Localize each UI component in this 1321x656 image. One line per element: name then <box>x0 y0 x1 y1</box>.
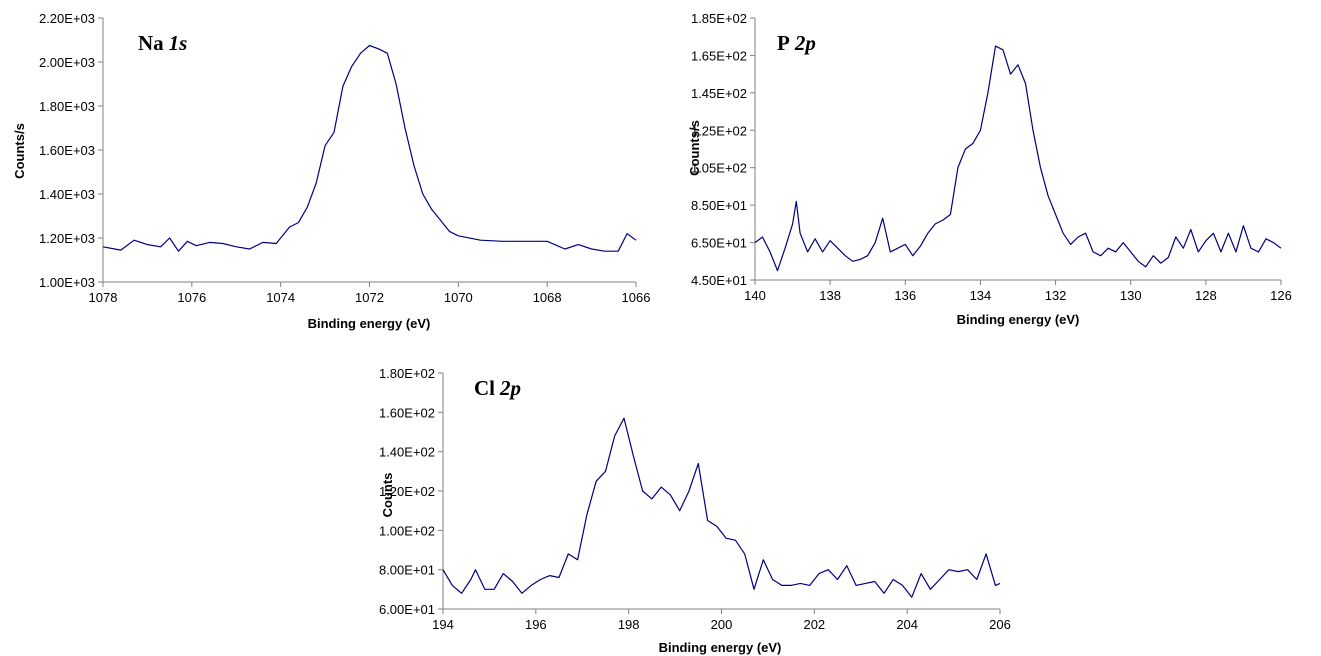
x-tick-label: 1068 <box>533 290 562 305</box>
na1s-y-axis-title: Counts/s <box>12 123 27 179</box>
y-tick-label: 6.50E+01 <box>691 236 747 251</box>
y-tick-label: 6.00E+01 <box>379 602 435 617</box>
x-tick-label: 132 <box>1045 288 1067 303</box>
na1s-x-axis-title: Binding energy (eV) <box>308 316 431 331</box>
cl2p-y-axis-title: Counts <box>380 473 395 518</box>
cl2p-x-ticks: 194 196 198 200 202 204 206 <box>432 609 1011 632</box>
x-tick-label: 1078 <box>89 290 118 305</box>
y-tick-label: 1.45E+02 <box>691 86 747 101</box>
cl2p-y-ticks: 6.00E+01 8.00E+01 1.00E+02 1.20E+02 1.40E+02… <box>379 366 443 617</box>
cl2p-plot-area <box>442 373 1001 610</box>
y-tick-label: 1.85E+02 <box>691 11 747 26</box>
p2p-x-ticks: 140 138 136 134 132 130 128 126 <box>744 280 1292 303</box>
x-tick-label: 128 <box>1195 288 1217 303</box>
x-tick-label: 134 <box>970 288 992 303</box>
y-tick-label: 1.20E+02 <box>379 484 435 499</box>
panel-na1s: 1078 1076 1074 1072 1070 1068 1066 1.00E+03 1.2… <box>12 11 650 331</box>
panel-cl2p: 194 196 198 200 202 204 206 6.00E+01 8.00E+01 1.… <box>379 366 1011 655</box>
panel-p2p: 140 138 136 134 132 130 128 126 4.50E+01 6.50E+0… <box>687 11 1292 327</box>
y-tick-label: 1.80E+03 <box>39 99 95 114</box>
y-tick-label: 1.00E+03 <box>39 275 95 290</box>
na1s-title-orbital: 1s <box>169 31 188 55</box>
x-tick-label: 1070 <box>444 290 473 305</box>
y-tick-label: 8.50E+01 <box>691 198 747 213</box>
y-tick-label: 2.20E+03 <box>39 11 95 26</box>
y-tick-label: 8.00E+01 <box>379 563 435 578</box>
cl2p-title: Cl 2p <box>474 376 521 400</box>
p2p-y-ticks: 4.50E+01 6.50E+01 8.50E+01 1.05E+02 1.25E+02… <box>691 11 755 288</box>
y-tick-label: 4.50E+01 <box>691 273 747 288</box>
x-tick-label: 198 <box>618 617 640 632</box>
x-tick-label: 202 <box>803 617 825 632</box>
x-tick-label: 130 <box>1120 288 1142 303</box>
x-tick-label: 140 <box>744 288 766 303</box>
x-tick-label: 1072 <box>355 290 384 305</box>
na1s-y-ticks: 1.00E+03 1.20E+03 1.40E+03 1.60E+03 1.80E+03… <box>39 11 103 290</box>
x-tick-label: 126 <box>1270 288 1292 303</box>
y-tick-label: 1.40E+02 <box>379 445 435 460</box>
spectrum-line <box>442 417 1001 598</box>
cl2p-title-element: Cl <box>474 376 495 400</box>
x-tick-label: 1066 <box>622 290 651 305</box>
x-tick-label: 196 <box>525 617 547 632</box>
y-tick-label: 1.00E+02 <box>379 523 435 538</box>
x-tick-label: 206 <box>989 617 1011 632</box>
spectrum-line <box>754 45 1282 272</box>
cl2p-title-orbital: 2p <box>499 376 521 400</box>
p2p-plot-area <box>754 18 1282 281</box>
x-tick-label: 136 <box>894 288 916 303</box>
x-tick-label: 138 <box>819 288 841 303</box>
y-tick-label: 1.65E+02 <box>691 48 747 63</box>
na1s-title-element: Na <box>138 31 164 55</box>
y-tick-label: 1.60E+02 <box>379 405 435 420</box>
y-tick-label: 2.00E+03 <box>39 55 95 70</box>
y-tick-label: 1.25E+02 <box>691 123 747 138</box>
spectrum-line <box>102 44 637 252</box>
p2p-y-axis-title: Counts/s <box>687 120 702 176</box>
p2p-title: P 2p <box>777 31 816 55</box>
y-tick-label: 1.60E+03 <box>39 143 95 158</box>
y-tick-label: 1.40E+03 <box>39 187 95 202</box>
x-tick-label: 204 <box>896 617 918 632</box>
na1s-title: Na 1s <box>138 31 187 55</box>
na1s-x-ticks: 1078 1076 1074 1072 1070 1068 1066 <box>89 282 651 305</box>
x-tick-label: 1076 <box>177 290 206 305</box>
x-tick-label: 194 <box>432 617 454 632</box>
y-tick-label: 1.05E+02 <box>691 161 747 176</box>
x-tick-label: 200 <box>711 617 733 632</box>
y-tick-label: 1.80E+02 <box>379 366 435 381</box>
p2p-title-element: P <box>777 31 790 55</box>
na1s-plot-area <box>102 18 637 283</box>
y-tick-label: 1.20E+03 <box>39 231 95 246</box>
p2p-x-axis-title: Binding energy (eV) <box>957 312 1080 327</box>
x-tick-label: 1074 <box>266 290 295 305</box>
cl2p-x-axis-title: Binding energy (eV) <box>659 640 782 655</box>
p2p-title-orbital: 2p <box>794 31 816 55</box>
